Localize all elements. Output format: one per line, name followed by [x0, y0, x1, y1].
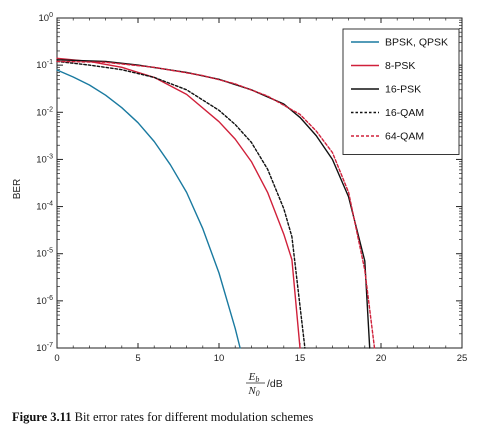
- x-tick-label: 20: [376, 353, 387, 364]
- y-tick-label: 10-1: [36, 59, 53, 71]
- x-label-numerator-sub: b: [255, 375, 259, 384]
- series-line-8-psk: [56, 57, 301, 349]
- figure-caption: Figure 3.11 Bit error rates for differen…: [12, 410, 313, 425]
- series-line-64-qam: [56, 60, 376, 349]
- x-tick-label: 0: [54, 353, 59, 364]
- svg-text:N0: N0: [247, 385, 259, 398]
- x-tick-label: 10: [214, 353, 225, 364]
- plot-frame: [56, 17, 463, 349]
- series-layer: [56, 57, 376, 349]
- figure-number: Figure 3.11: [12, 410, 72, 424]
- y-tick-label: 100: [39, 12, 54, 24]
- legend-label: 64-QAM: [385, 131, 424, 143]
- series-line-bpsk-qpsk: [56, 69, 241, 349]
- figure-caption-text: Bit error rates for different modulation…: [71, 410, 314, 424]
- legend-label: BPSK, QPSK: [385, 37, 448, 49]
- x-tick-label: 15: [295, 353, 306, 364]
- y-tick-label: 10-2: [36, 106, 53, 118]
- y-axis: 100 10-1 10-2 10-3 10-4 10-5 10-6 10-7: [36, 12, 462, 354]
- y-axis-label: BER: [12, 179, 23, 200]
- x-label-denominator-sub: 0: [256, 389, 260, 398]
- x-axis: 0 5 10 15 20 25: [54, 18, 467, 364]
- legend: BPSK, QPSK 8-PSK 16-PSK 16-QAM 64-QAM: [342, 28, 460, 155]
- y-tick-label: 10-3: [36, 153, 53, 165]
- y-tick-label: 10-5: [36, 248, 53, 260]
- y-tick-label: 10-6: [36, 295, 53, 307]
- x-label-numerator: E: [248, 371, 256, 383]
- x-tick-label: 5: [135, 353, 140, 364]
- x-label-denominator: N: [247, 385, 256, 397]
- ber-chart: 0 5 10 15 20 25 10010-110-210-310-410-510-610…: [12, 12, 467, 398]
- x-axis-label: Eb N0 /dB: [246, 371, 283, 398]
- legend-label: 16-QAM: [385, 107, 424, 119]
- plot-border: [56, 17, 463, 349]
- y-tick-label: 10-7: [36, 342, 53, 354]
- series-line-16-qam: [56, 60, 306, 349]
- legend-box: [342, 28, 460, 155]
- svg-text:Eb: Eb: [248, 371, 260, 384]
- x-tick-label: 25: [457, 353, 468, 364]
- legend-label: 16-PSK: [385, 84, 421, 96]
- series-line-16-psk: [56, 59, 371, 349]
- legend-label: 8-PSK: [385, 60, 415, 72]
- y-tick-label: 10-4: [36, 201, 53, 213]
- x-label-unit: /dB: [267, 378, 283, 390]
